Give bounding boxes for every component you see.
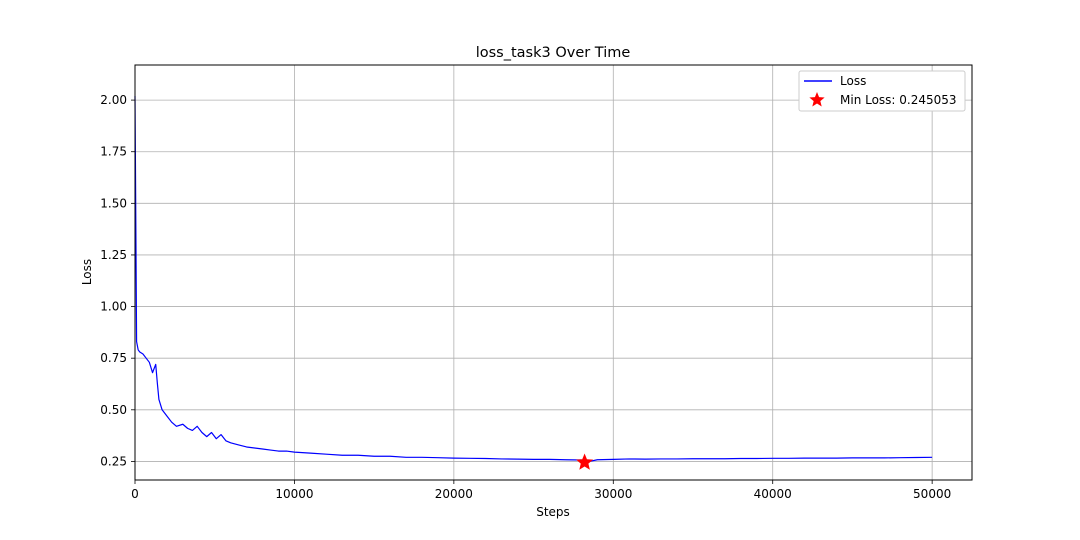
x-tick-label: 30000 [594, 487, 632, 501]
min-loss-star-marker [576, 453, 594, 470]
x-tick-label: 50000 [913, 487, 951, 501]
axes-layer [134, 64, 973, 481]
x-tick-label: 10000 [275, 487, 313, 501]
y-axis-label: Loss [80, 259, 94, 285]
y-tick-label: 1.00 [100, 300, 127, 314]
legend-box [798, 70, 966, 112]
plot-frame [134, 64, 973, 481]
y-tick-label: 0.25 [100, 454, 127, 468]
y-tick-label: 0.50 [100, 403, 127, 417]
x-tick-label: 0 [131, 487, 139, 501]
ticks-layer: 0 10000 20000 30000 40000 50000 0.25 0.50 0.75 1.… [100, 93, 951, 501]
legend-star-marker [809, 92, 825, 107]
x-tick-label: 20000 [435, 487, 473, 501]
x-axis-label: Steps [536, 505, 570, 519]
loss-series-line-0 [134, 95, 933, 464]
legend-label-min-loss: Min Loss: 0.245053 [840, 93, 957, 107]
grid-layer [134, 65, 972, 480]
legend-label-loss: Loss [840, 74, 866, 88]
y-tick-label: 0.75 [100, 351, 127, 365]
legend: Loss Min Loss: 0.245053 [798, 70, 966, 112]
y-tick-label: 1.25 [100, 248, 127, 262]
y-tick-label: 1.50 [100, 196, 127, 210]
y-tick-label: 2.00 [100, 93, 127, 107]
x-tick-label: 40000 [754, 487, 792, 501]
series-layer [134, 95, 933, 470]
y-tick-label: 1.75 [100, 145, 127, 159]
chart-title: loss_task3 Over Time [476, 45, 631, 61]
